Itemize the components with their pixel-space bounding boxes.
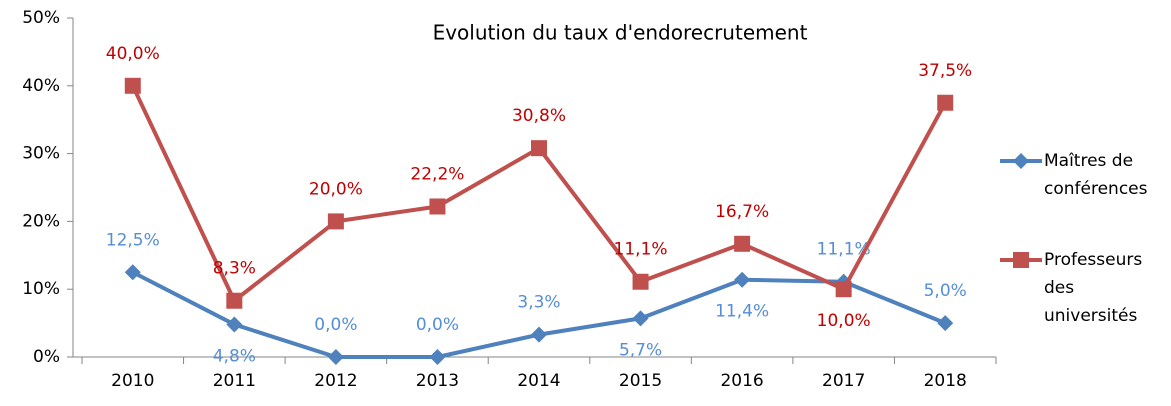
marker xyxy=(531,326,547,343)
x-tick-label: 2017 xyxy=(822,371,865,391)
marker xyxy=(835,281,852,298)
marker xyxy=(937,94,954,111)
data-label: 40,0% xyxy=(106,44,160,64)
x-tick-label: 2015 xyxy=(619,371,662,391)
data-label: 30,8% xyxy=(512,106,566,126)
data-label: 37,5% xyxy=(918,61,972,81)
marker xyxy=(632,273,649,290)
marker xyxy=(226,316,243,333)
x-tick-label: 2018 xyxy=(924,371,967,391)
marker xyxy=(531,140,547,157)
data-label: 16,7% xyxy=(715,202,769,222)
marker xyxy=(226,292,243,309)
data-label: 20,0% xyxy=(309,179,363,199)
legend-marker xyxy=(1013,153,1029,169)
y-tick-label: 10% xyxy=(22,279,60,299)
data-label: 3,3% xyxy=(517,293,560,313)
x-tick-label: 2010 xyxy=(111,371,154,391)
legend-label: Professeurs des universités xyxy=(1044,250,1143,326)
y-tick-label: 50% xyxy=(22,8,60,28)
data-label: 0,0% xyxy=(314,315,357,335)
marker xyxy=(429,349,446,365)
marker xyxy=(632,310,649,327)
data-label: 11,1% xyxy=(614,240,668,260)
marker xyxy=(429,198,446,215)
data-label: 5,0% xyxy=(924,281,967,301)
data-label: 11,4% xyxy=(715,302,769,322)
marker xyxy=(734,235,751,252)
data-label: 4,8% xyxy=(213,346,256,366)
marker xyxy=(124,264,141,281)
x-tick-label: 2011 xyxy=(213,371,256,391)
x-tick-label: 2012 xyxy=(314,371,357,391)
data-label: 8,3% xyxy=(213,259,256,279)
chart-title: Evolution du taux d'endorecrutement xyxy=(433,21,808,45)
marker xyxy=(734,271,751,288)
marker xyxy=(327,349,344,365)
marker xyxy=(124,77,141,94)
data-label: 12,5% xyxy=(106,230,160,250)
legend-marker xyxy=(1013,252,1029,268)
legend-label: Maîtres de conférences xyxy=(1044,151,1148,199)
marker xyxy=(327,213,344,230)
data-label: 11,1% xyxy=(817,240,871,260)
data-label: 0,0% xyxy=(416,315,459,335)
data-label: 10,0% xyxy=(817,311,871,331)
x-tick-label: 2014 xyxy=(517,371,560,391)
x-tick-label: 2013 xyxy=(416,371,459,391)
x-tick-label: 2016 xyxy=(720,371,763,391)
marker xyxy=(937,315,954,332)
y-tick-label: 30% xyxy=(22,144,60,164)
y-tick-label: 0% xyxy=(33,347,60,367)
y-tick-label: 40% xyxy=(22,76,60,96)
data-label: 22,2% xyxy=(410,164,464,184)
data-label: 5,7% xyxy=(619,340,662,360)
y-tick-label: 20% xyxy=(22,211,60,231)
